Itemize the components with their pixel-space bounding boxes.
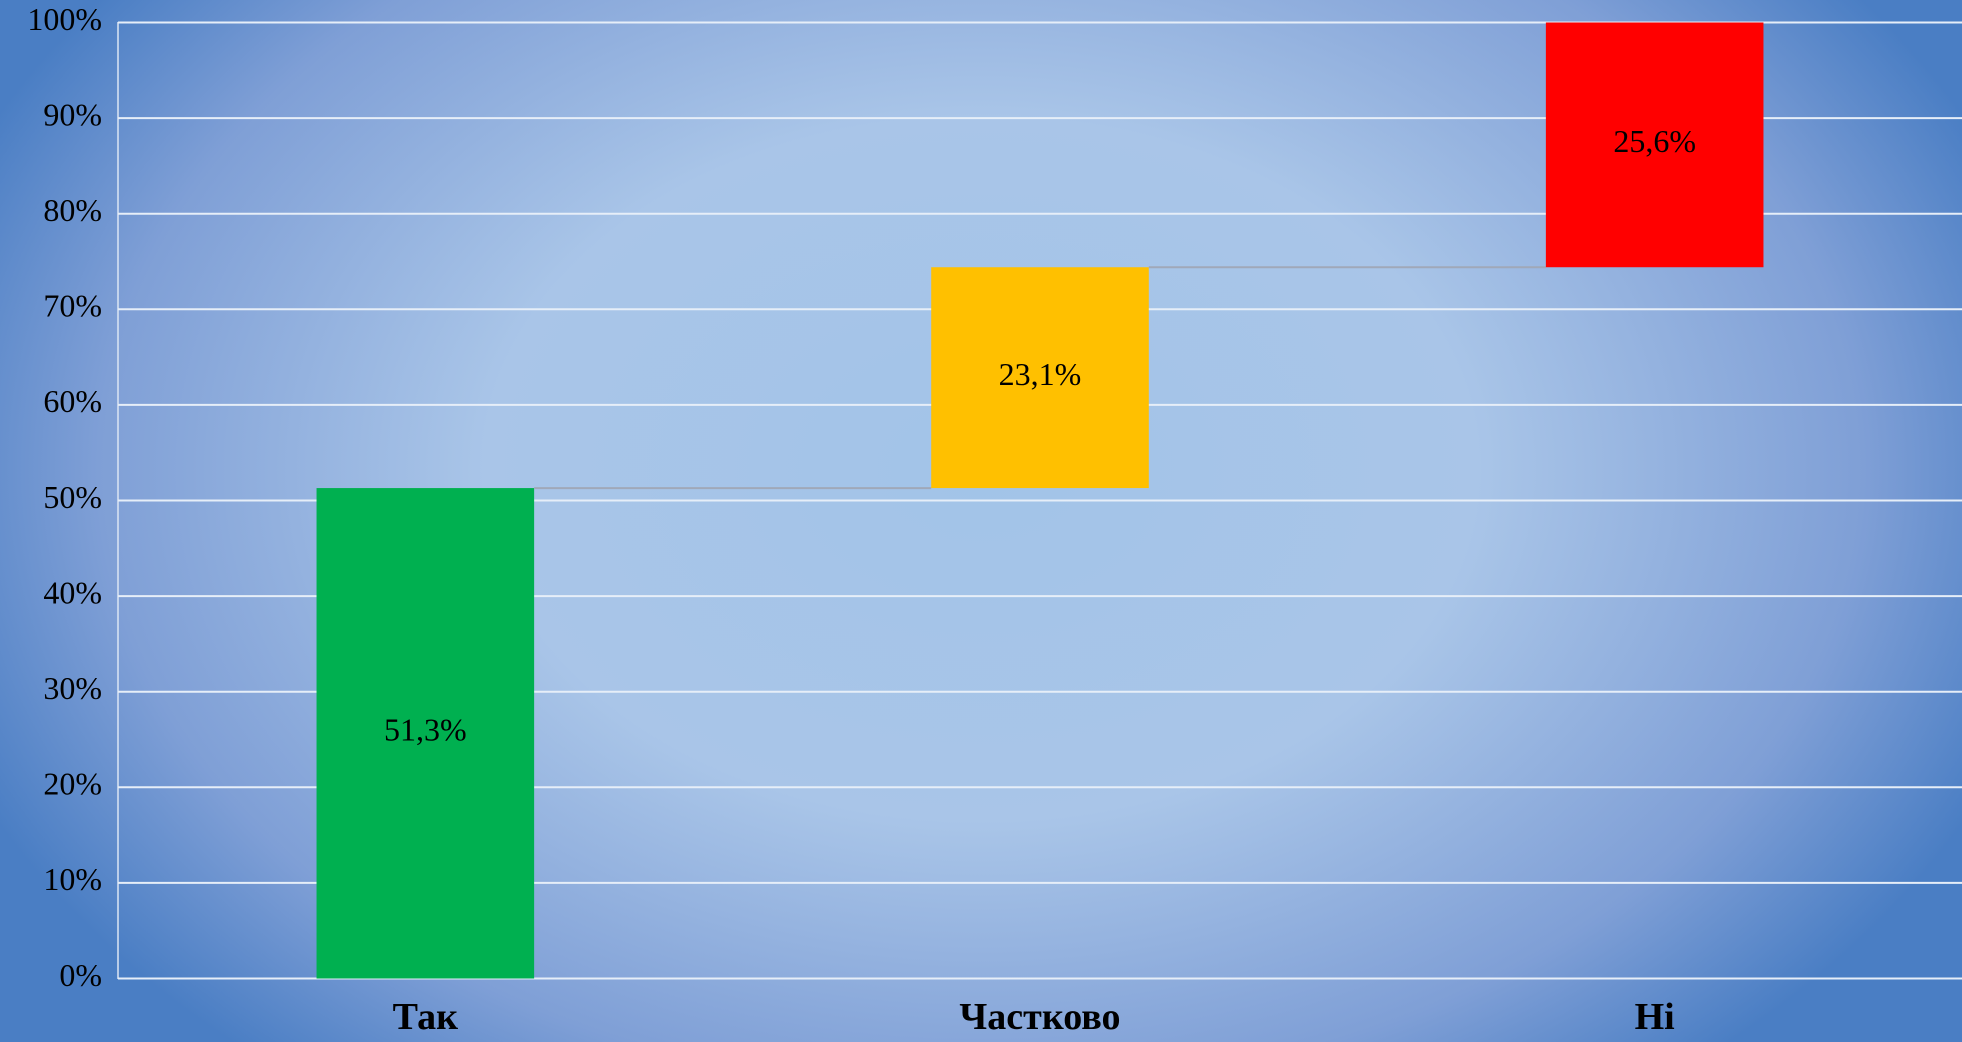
x-tick-label: Ні xyxy=(1635,996,1675,1038)
y-tick-label: 0% xyxy=(59,957,102,993)
data-label: 51,3% xyxy=(384,712,467,748)
data-label: 23,1% xyxy=(999,356,1082,392)
y-tick-label: 30% xyxy=(43,670,102,706)
bar xyxy=(316,488,535,979)
bar xyxy=(1545,22,1764,268)
y-tick-label: 80% xyxy=(43,192,102,228)
y-tick-label: 10% xyxy=(43,861,102,897)
data-label: 25,6% xyxy=(1613,123,1696,159)
y-tick-label: 70% xyxy=(43,288,102,324)
y-tick-label: 20% xyxy=(43,766,102,802)
y-tick-label: 40% xyxy=(43,574,102,610)
y-tick-label: 50% xyxy=(43,479,102,515)
x-tick-label: Частково xyxy=(959,996,1120,1038)
y-tick-label: 100% xyxy=(27,1,102,37)
y-tick-label: 60% xyxy=(43,383,102,419)
x-tick-label: Так xyxy=(393,996,458,1038)
bar xyxy=(931,267,1149,489)
y-tick-label: 90% xyxy=(43,96,102,132)
